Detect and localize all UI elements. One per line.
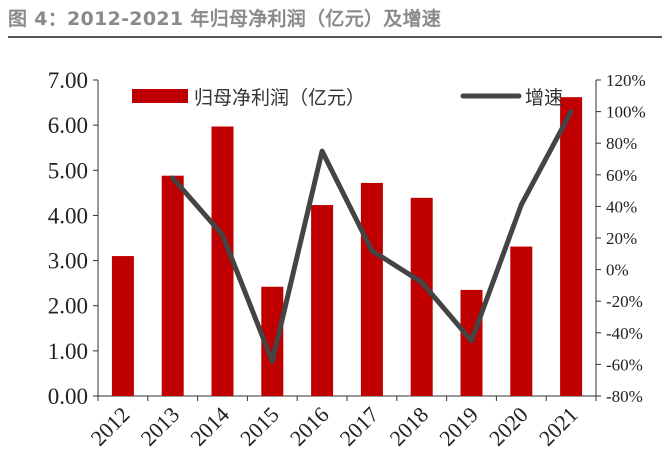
right-tick-label: 20% — [606, 229, 637, 248]
growth-line — [170, 109, 574, 364]
right-tick-label: -80% — [606, 387, 643, 406]
left-tick-label: 7.00 — [48, 68, 88, 93]
title-divider — [8, 36, 662, 38]
left-tick-label: 6.00 — [48, 113, 88, 138]
left-tick-label: 3.00 — [48, 249, 88, 274]
x-tick-label: 2015 — [235, 402, 284, 451]
right-tick-label: 120% — [606, 71, 646, 90]
right-tick-label: 80% — [606, 134, 637, 153]
left-tick-label: 4.00 — [48, 203, 88, 228]
bar — [261, 286, 284, 396]
left-tick-label: 0.00 — [48, 384, 88, 409]
bar — [560, 97, 583, 396]
bar — [111, 256, 134, 396]
legend-bar-swatch — [132, 89, 188, 103]
bar — [161, 175, 184, 396]
x-tick-label: 2018 — [384, 402, 433, 451]
right-tick-label: 40% — [606, 197, 637, 216]
left-tick-label: 5.00 — [48, 158, 88, 183]
x-tick-label: 2020 — [484, 402, 533, 451]
bar — [360, 182, 383, 396]
x-tick-label: 2017 — [335, 402, 384, 451]
right-tick-label: -40% — [606, 324, 643, 343]
x-tick-label: 2014 — [185, 402, 234, 451]
bar — [510, 246, 533, 396]
x-tick-label: 2016 — [285, 402, 334, 451]
x-tick-label: 2021 — [534, 402, 583, 451]
x-tick-label: 2019 — [434, 402, 483, 451]
bar — [410, 197, 433, 396]
bar — [311, 205, 334, 396]
left-tick-label: 1.00 — [48, 339, 88, 364]
legend-bar-label: 归母净利润（亿元） — [194, 87, 365, 109]
bar — [211, 126, 234, 397]
right-tick-label: 100% — [606, 103, 646, 122]
right-tick-label: 60% — [606, 166, 637, 185]
x-tick-label: 2012 — [86, 402, 135, 451]
x-tick-label: 2013 — [135, 402, 184, 451]
legend-line-label: 增速 — [525, 87, 563, 109]
right-tick-label: -60% — [606, 355, 643, 374]
figure-title: 图 4：2012-2021 年归母净利润（亿元）及增速 — [8, 8, 442, 30]
left-tick-label: 2.00 — [48, 294, 88, 319]
right-tick-label: 0% — [606, 261, 629, 280]
right-tick-label: -20% — [606, 292, 643, 311]
